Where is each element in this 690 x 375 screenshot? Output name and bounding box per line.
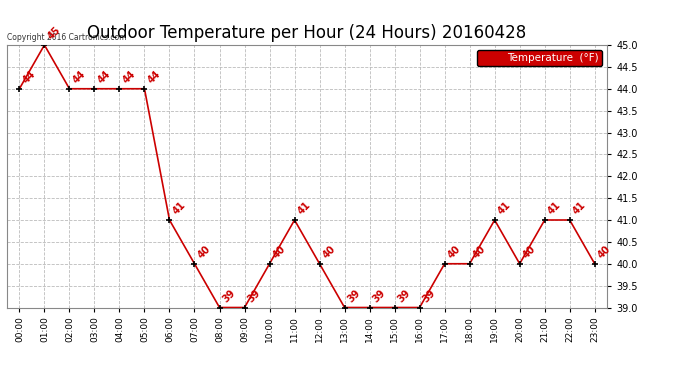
Text: 44: 44 xyxy=(96,69,112,85)
Text: 44: 44 xyxy=(21,69,37,85)
Text: 39: 39 xyxy=(346,287,362,304)
Text: 41: 41 xyxy=(171,200,188,216)
Text: 39: 39 xyxy=(221,287,237,304)
Text: 45: 45 xyxy=(46,25,62,42)
Text: 39: 39 xyxy=(246,287,262,304)
Text: 40: 40 xyxy=(471,244,488,260)
Title: Outdoor Temperature per Hour (24 Hours) 20160428: Outdoor Temperature per Hour (24 Hours) … xyxy=(88,24,526,42)
Text: Copyright 2016 Cartronics.com: Copyright 2016 Cartronics.com xyxy=(7,33,126,42)
Text: 40: 40 xyxy=(521,244,538,260)
Text: 40: 40 xyxy=(446,244,462,260)
Text: 39: 39 xyxy=(371,287,388,304)
Text: 41: 41 xyxy=(571,200,588,216)
Text: 44: 44 xyxy=(146,69,162,85)
Text: 44: 44 xyxy=(71,69,88,85)
Text: 41: 41 xyxy=(296,200,313,216)
Text: 39: 39 xyxy=(396,287,413,304)
Text: 40: 40 xyxy=(321,244,337,260)
Text: 40: 40 xyxy=(196,244,213,260)
Text: 41: 41 xyxy=(546,200,562,216)
Text: 40: 40 xyxy=(271,244,288,260)
Text: 44: 44 xyxy=(121,69,137,85)
Text: 39: 39 xyxy=(421,287,437,304)
Legend: Temperature  (°F): Temperature (°F) xyxy=(477,50,602,66)
Text: 41: 41 xyxy=(496,200,513,216)
Text: 40: 40 xyxy=(596,244,613,260)
